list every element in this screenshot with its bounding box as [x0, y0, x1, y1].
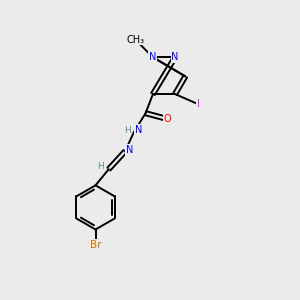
- Text: Br: Br: [90, 240, 101, 250]
- Text: O: O: [164, 114, 172, 124]
- Text: N: N: [149, 52, 157, 62]
- Text: CH₃: CH₃: [126, 34, 144, 45]
- Text: H: H: [97, 162, 104, 171]
- Text: N: N: [171, 52, 179, 62]
- Text: I: I: [197, 99, 200, 110]
- Text: H: H: [124, 126, 131, 135]
- Text: N: N: [126, 145, 133, 155]
- Text: N: N: [134, 125, 142, 135]
